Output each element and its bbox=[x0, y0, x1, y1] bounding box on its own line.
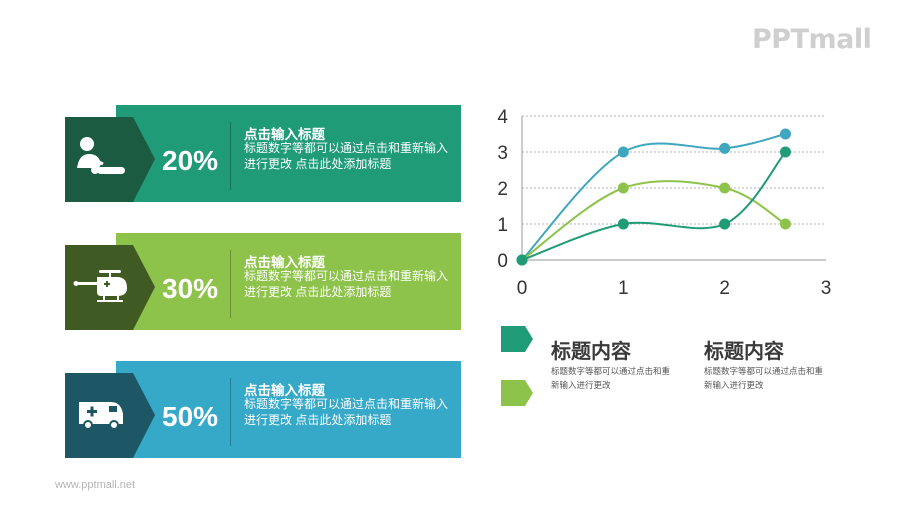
pptmall-logo: PPTmall bbox=[752, 24, 872, 55]
legend-desc-1: 标题数字等都可以通过点击和重新输入进行更改 bbox=[551, 366, 671, 390]
data-point bbox=[719, 182, 731, 194]
x-tick-label: 0 bbox=[517, 278, 528, 299]
data-point bbox=[779, 218, 791, 230]
y-tick-label: 4 bbox=[497, 107, 508, 128]
series-line-1 bbox=[521, 133, 786, 261]
data-point bbox=[617, 218, 629, 230]
card-title: 点击输入标题 bbox=[244, 255, 325, 270]
info-card-1: 20% 点击输入标题 标题数字等都可以通过点击和重新输入进行更改 点击此处添加标题 bbox=[65, 105, 461, 202]
card-percent: 30% bbox=[162, 273, 219, 304]
y-tick-label: 1 bbox=[497, 215, 508, 236]
legend-marker-1 bbox=[501, 326, 533, 352]
x-tick-label: 3 bbox=[821, 278, 832, 299]
card-title: 点击输入标题 bbox=[244, 127, 325, 142]
helicopter-icon bbox=[73, 262, 129, 310]
data-point bbox=[719, 218, 731, 230]
data-point bbox=[779, 128, 791, 140]
legend-title-1: 标题内容 bbox=[551, 341, 631, 363]
data-point bbox=[719, 142, 731, 154]
series-line-3 bbox=[521, 151, 787, 261]
footer-url: www.pptmall.net bbox=[55, 479, 136, 491]
card-title: 点击输入标题 bbox=[244, 383, 325, 398]
x-tick-label: 2 bbox=[719, 278, 730, 299]
card-divider bbox=[230, 122, 231, 190]
card-percent: 20% bbox=[162, 145, 219, 176]
card-divider bbox=[230, 250, 231, 318]
cpr-icon bbox=[73, 134, 129, 182]
y-tick-label: 3 bbox=[497, 143, 508, 164]
data-point bbox=[617, 182, 629, 194]
y-tick-label: 2 bbox=[497, 179, 508, 200]
info-card-3: 50% 点击输入标题 标题数字等都可以通过点击和重新输入进行更改 点击此处添加标题 bbox=[65, 361, 461, 458]
legend-title-2: 标题内容 bbox=[704, 341, 784, 363]
card-tab-3 bbox=[65, 373, 155, 458]
card-desc: 标题数字等都可以通过点击和重新输入进行更改 点击此处添加标题 bbox=[244, 397, 449, 427]
legend-desc-2: 标题数字等都可以通过点击和重新输入进行更改 bbox=[704, 366, 824, 390]
card-tab-1 bbox=[65, 117, 155, 202]
info-card-2: 30% 点击输入标题 标题数字等都可以通过点击和重新输入进行更改 点击此处添加标题 bbox=[65, 233, 461, 330]
legend-marker-2 bbox=[501, 380, 533, 406]
card-divider bbox=[230, 378, 231, 446]
card-percent: 50% bbox=[162, 401, 219, 432]
card-tab-2 bbox=[65, 245, 155, 330]
line-chart: 0 1 2 3 4 0 1 2 3 bbox=[497, 107, 832, 299]
x-tick-label: 1 bbox=[618, 278, 629, 299]
ambulance-icon bbox=[73, 390, 129, 438]
data-point bbox=[617, 146, 629, 158]
card-desc: 标题数字等都可以通过点击和重新输入进行更改 点击此处添加标题 bbox=[244, 269, 449, 299]
series-line-2 bbox=[521, 180, 786, 261]
card-desc: 标题数字等都可以通过点击和重新输入进行更改 点击此处添加标题 bbox=[244, 141, 449, 171]
data-point bbox=[779, 146, 791, 158]
data-point bbox=[516, 254, 528, 266]
y-tick-label: 0 bbox=[497, 251, 508, 272]
